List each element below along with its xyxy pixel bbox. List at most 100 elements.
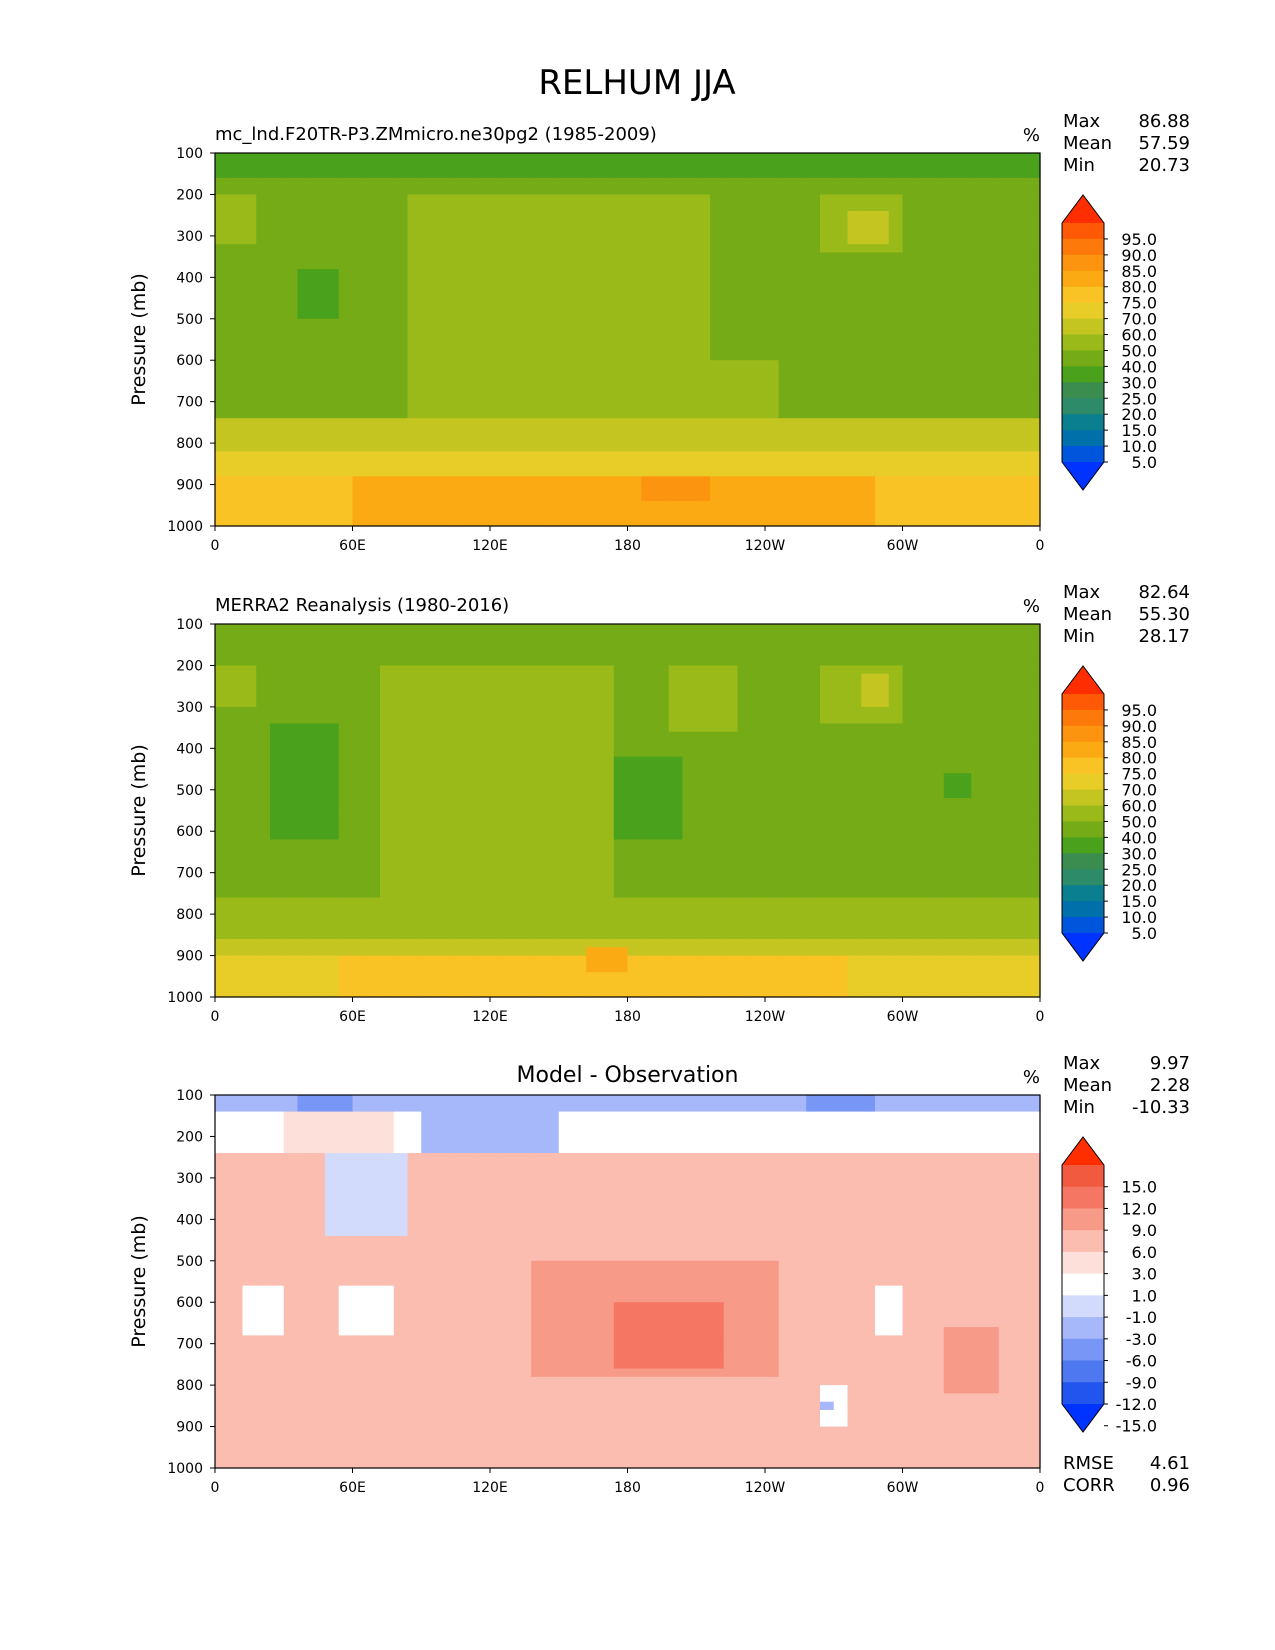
heatmap-cell <box>325 310 340 320</box>
heatmap-cell <box>448 368 464 378</box>
heatmap-cell <box>311 360 326 370</box>
heatmap-cell <box>820 285 835 295</box>
heatmap-cell <box>655 517 670 527</box>
heatmap-cell <box>985 401 1000 411</box>
heatmap-cell <box>751 401 766 411</box>
heatmap-cell <box>448 947 464 957</box>
heatmap-cell <box>517 443 532 452</box>
heatmap-cell <box>655 657 670 667</box>
heatmap-cell <box>847 401 862 411</box>
heatmap-cell <box>737 360 752 370</box>
heatmap-cell <box>490 467 505 477</box>
heatmap-cell <box>682 335 697 345</box>
heatmap-cell <box>448 872 464 882</box>
heatmap-cell <box>380 880 395 890</box>
heatmap-cell <box>311 318 326 328</box>
heatmap-cell <box>916 244 931 254</box>
heatmap-cell <box>957 351 972 361</box>
heatmap-cell <box>407 665 422 675</box>
heatmap-cell <box>998 202 1014 212</box>
heatmap-cell <box>833 244 849 254</box>
heatmap-cell <box>613 451 629 461</box>
heatmap-cell <box>861 459 876 469</box>
heatmap-cell <box>833 632 849 642</box>
heatmap-cell <box>517 947 532 957</box>
heatmap-cell <box>352 467 367 477</box>
heatmap-cell <box>723 451 739 461</box>
heatmap-cell <box>998 376 1014 386</box>
heatmap-cell <box>778 327 794 336</box>
heatmap-cell <box>737 169 752 179</box>
heatmap-cell <box>655 318 670 328</box>
heatmap-cell <box>778 517 794 527</box>
heatmap-cell <box>613 476 629 486</box>
heatmap-cell <box>215 484 230 494</box>
heatmap-cell <box>710 715 725 725</box>
heatmap-cell <box>380 443 395 452</box>
heatmap-cell <box>600 814 615 824</box>
heatmap-cell <box>875 789 890 799</box>
heatmap-cell <box>283 327 299 336</box>
heatmap-cell <box>407 632 422 642</box>
heatmap-cell <box>998 393 1014 403</box>
heatmap-cell <box>847 476 862 486</box>
heatmap-cell <box>517 360 532 370</box>
heatmap-cell <box>1026 327 1041 336</box>
heatmap-cell <box>503 501 519 511</box>
heatmap-cell <box>682 153 697 162</box>
heatmap-cell <box>833 235 849 245</box>
heatmap-cell <box>627 244 642 254</box>
heatmap-cell <box>352 889 367 899</box>
heatmap-cell <box>737 260 752 270</box>
heatmap-cell <box>517 864 532 874</box>
heatmap-cell <box>338 847 354 857</box>
heatmap-cell <box>888 153 904 162</box>
heatmap-cell <box>503 839 519 849</box>
heatmap-cell <box>476 385 491 394</box>
heatmap-cell <box>352 872 367 882</box>
heatmap-cell <box>297 153 312 162</box>
heatmap-cell <box>806 401 821 411</box>
heatmap-cell <box>366 657 381 667</box>
heatmap-cell <box>531 682 546 691</box>
heatmap-cell <box>1012 401 1027 411</box>
heatmap-cell <box>710 327 725 336</box>
heatmap-cell <box>682 856 697 865</box>
heatmap-cell <box>545 434 560 444</box>
heatmap-cell <box>613 864 629 874</box>
heatmap-cell <box>613 484 629 494</box>
heatmap-cell <box>765 698 780 708</box>
heatmap-cell <box>256 227 271 237</box>
heatmap-cell <box>517 343 532 353</box>
heatmap-cell <box>600 798 615 807</box>
heatmap-cell <box>682 492 697 502</box>
colorbar-label: 80.0 <box>1121 278 1157 297</box>
heatmap-cell <box>352 657 367 667</box>
heatmap-cell <box>930 409 945 419</box>
heatmap-cell <box>710 640 725 650</box>
heatmap-cell <box>875 492 890 502</box>
heatmap-cell <box>833 798 849 807</box>
heatmap-cell <box>366 632 381 642</box>
heatmap-cell <box>998 401 1014 411</box>
heatmap-cell <box>297 318 312 328</box>
heatmap-cell <box>352 202 367 212</box>
heatmap-cell <box>861 186 876 196</box>
heatmap-cell <box>971 501 986 511</box>
heatmap-cell <box>407 509 422 519</box>
heatmap-cell <box>1012 443 1027 452</box>
heatmap-cell <box>545 640 560 650</box>
heatmap-cell <box>847 698 862 708</box>
heatmap-cell <box>297 963 312 973</box>
heatmap-cell <box>462 856 477 865</box>
heatmap-cell <box>723 938 739 948</box>
heatmap-cell <box>297 847 312 857</box>
heatmap-cell <box>393 343 409 353</box>
heatmap-cell <box>448 293 464 303</box>
heatmap-cell <box>490 335 505 345</box>
heatmap-cell <box>448 789 464 799</box>
heatmap-cell <box>476 327 491 336</box>
heatmap-cell <box>311 202 326 212</box>
heatmap-cell <box>558 963 574 973</box>
heatmap-cell <box>751 269 766 278</box>
